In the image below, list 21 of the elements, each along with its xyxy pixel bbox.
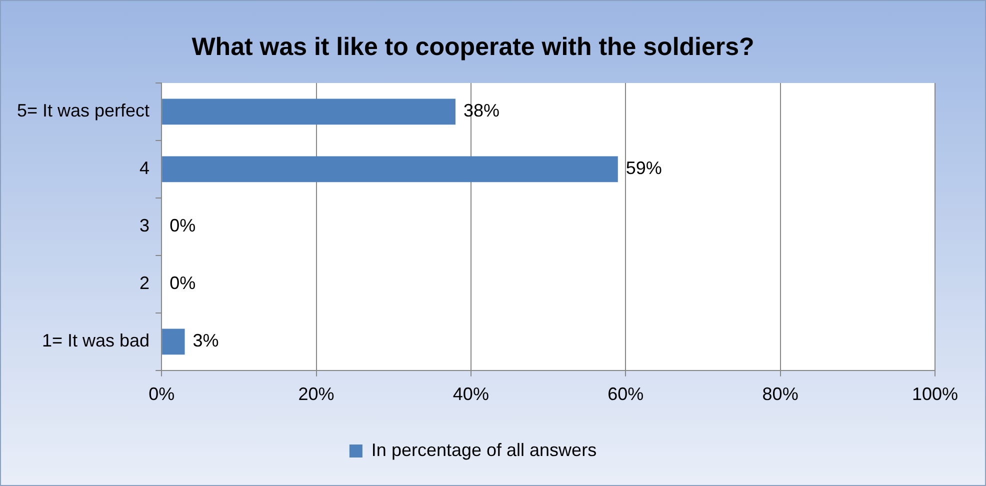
bar	[162, 328, 185, 355]
bar	[162, 156, 618, 182]
y-tick-label: 3	[140, 216, 150, 236]
chart-title: What was it like to cooperate with the soldiers?	[192, 32, 754, 61]
text: 3%	[192, 330, 219, 351]
x-tick-label: 20%	[298, 384, 334, 404]
y-tick-label: 2	[140, 273, 150, 294]
y-tick-label: 1= It was bad	[42, 330, 150, 351]
text: 59%	[626, 158, 662, 178]
y-tick-label: 4	[140, 158, 150, 178]
x-tick-label: 60%	[608, 384, 644, 404]
text: 38%	[463, 100, 500, 121]
bar	[162, 98, 456, 125]
text: 0%	[170, 216, 196, 236]
x-tick-label: 80%	[762, 384, 798, 404]
x-tick-label: 0%	[148, 384, 175, 404]
x-tick-label: 100%	[912, 384, 958, 404]
legend-label: In percentage of all answers	[371, 440, 597, 460]
text: 0%	[170, 273, 196, 294]
x-tick-label: 40%	[452, 384, 489, 404]
y-tick-label: 5= It was perfect	[16, 100, 150, 121]
